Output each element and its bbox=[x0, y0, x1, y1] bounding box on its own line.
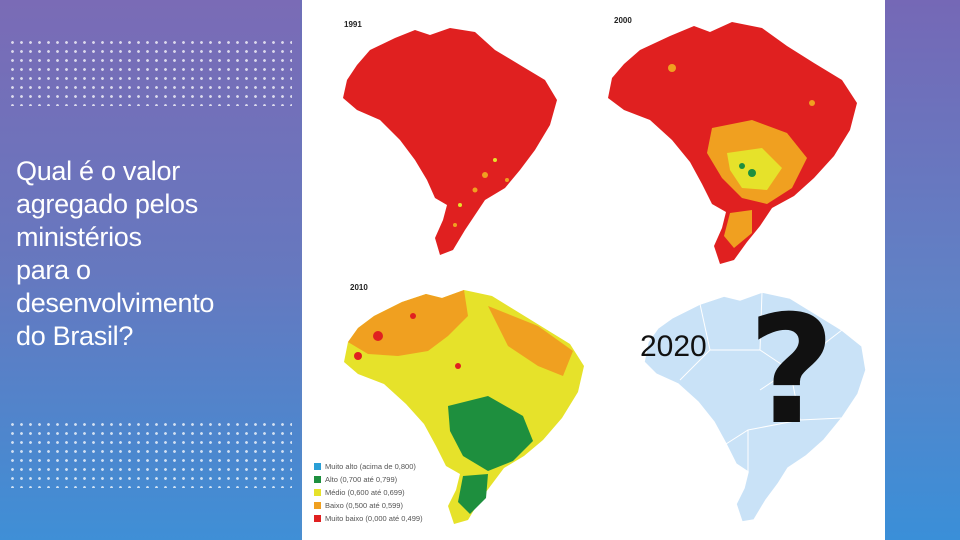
legend-swatch bbox=[314, 476, 321, 483]
legend-label: Muito baixo (0,000 até 0,499) bbox=[325, 514, 423, 523]
map-2000 bbox=[608, 22, 857, 264]
question-line: do Brasil? bbox=[16, 321, 134, 351]
map-1991 bbox=[343, 28, 557, 255]
dot-pattern-bottom bbox=[8, 420, 292, 488]
left-panel: Qual é o valor agregado pelos ministério… bbox=[0, 0, 300, 540]
legend-swatch bbox=[314, 489, 321, 496]
dot-pattern-top bbox=[8, 38, 292, 106]
right-strip bbox=[885, 0, 960, 540]
legend-swatch bbox=[314, 502, 321, 509]
map-1991-year: 1991 bbox=[344, 20, 362, 29]
map-2020-outline bbox=[643, 291, 867, 523]
slide-question: Qual é o valor agregado pelos ministério… bbox=[16, 155, 296, 353]
legend-item: Muito alto (acima de 0,800) bbox=[314, 460, 474, 473]
map-2010-year: 2010 bbox=[350, 283, 368, 292]
legend-label: Muito alto (acima de 0,800) bbox=[325, 462, 416, 471]
legend-item: Alto (0,700 até 0,799) bbox=[314, 473, 474, 486]
legend-item: Médio (0,600 até 0,699) bbox=[314, 486, 474, 499]
map-2020-year: 2020 bbox=[640, 330, 707, 363]
map-2010 bbox=[344, 290, 584, 524]
question-line: agregado pelos bbox=[16, 189, 198, 219]
legend-item: Baixo (0,500 até 0,599) bbox=[314, 499, 474, 512]
map-legend: Muito alto (acima de 0,800) Alto (0,700 … bbox=[314, 460, 474, 525]
legend-label: Baixo (0,500 até 0,599) bbox=[325, 501, 403, 510]
legend-swatch bbox=[314, 515, 321, 522]
legend-item: Muito baixo (0,000 até 0,499) bbox=[314, 512, 474, 525]
legend-label: Médio (0,600 até 0,699) bbox=[325, 488, 405, 497]
legend-swatch bbox=[314, 463, 321, 470]
question-line: ministérios bbox=[16, 222, 142, 252]
question-line: Qual é o valor bbox=[16, 156, 180, 186]
question-line: para o bbox=[16, 255, 91, 285]
question-mark: ? bbox=[748, 284, 836, 458]
question-line: desenvolvimento bbox=[16, 288, 215, 318]
legend-label: Alto (0,700 até 0,799) bbox=[325, 475, 398, 484]
map-2000-year: 2000 bbox=[614, 16, 632, 25]
